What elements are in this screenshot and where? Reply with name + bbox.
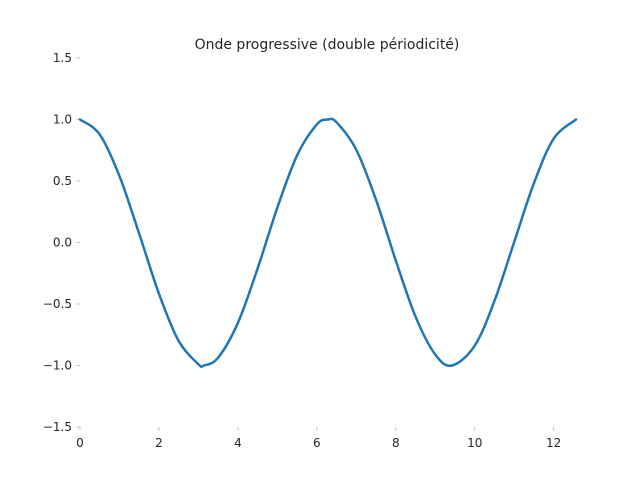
y-tick-label: −1.0	[43, 359, 72, 373]
y-tick-label: 1.5	[53, 51, 72, 65]
y-tick-label: 0.5	[53, 174, 72, 188]
x-tick-label: 12	[546, 436, 561, 450]
x-tick-label: 4	[234, 436, 242, 450]
y-axis: 1.5 1.0 0.5 0.0 −0.5 −1.0 −1.5	[43, 51, 80, 434]
x-tick-label: 2	[155, 436, 163, 450]
series-line	[78, 117, 578, 369]
plot-area	[78, 117, 578, 369]
x-axis: 0 2 4 6 8 10 12	[76, 427, 561, 450]
x-tick-label: 6	[313, 436, 321, 450]
y-tick-label: −0.5	[43, 297, 72, 311]
x-tick-label: 0	[76, 436, 84, 450]
y-tick-label: 1.0	[53, 113, 72, 127]
y-tick-label: 0.0	[53, 236, 72, 250]
x-tick-label: 8	[392, 436, 400, 450]
y-tick-label: −1.5	[43, 420, 72, 434]
x-tick-label: 10	[467, 436, 482, 450]
chart-title: Onde progressive (double périodicité)	[195, 37, 460, 53]
